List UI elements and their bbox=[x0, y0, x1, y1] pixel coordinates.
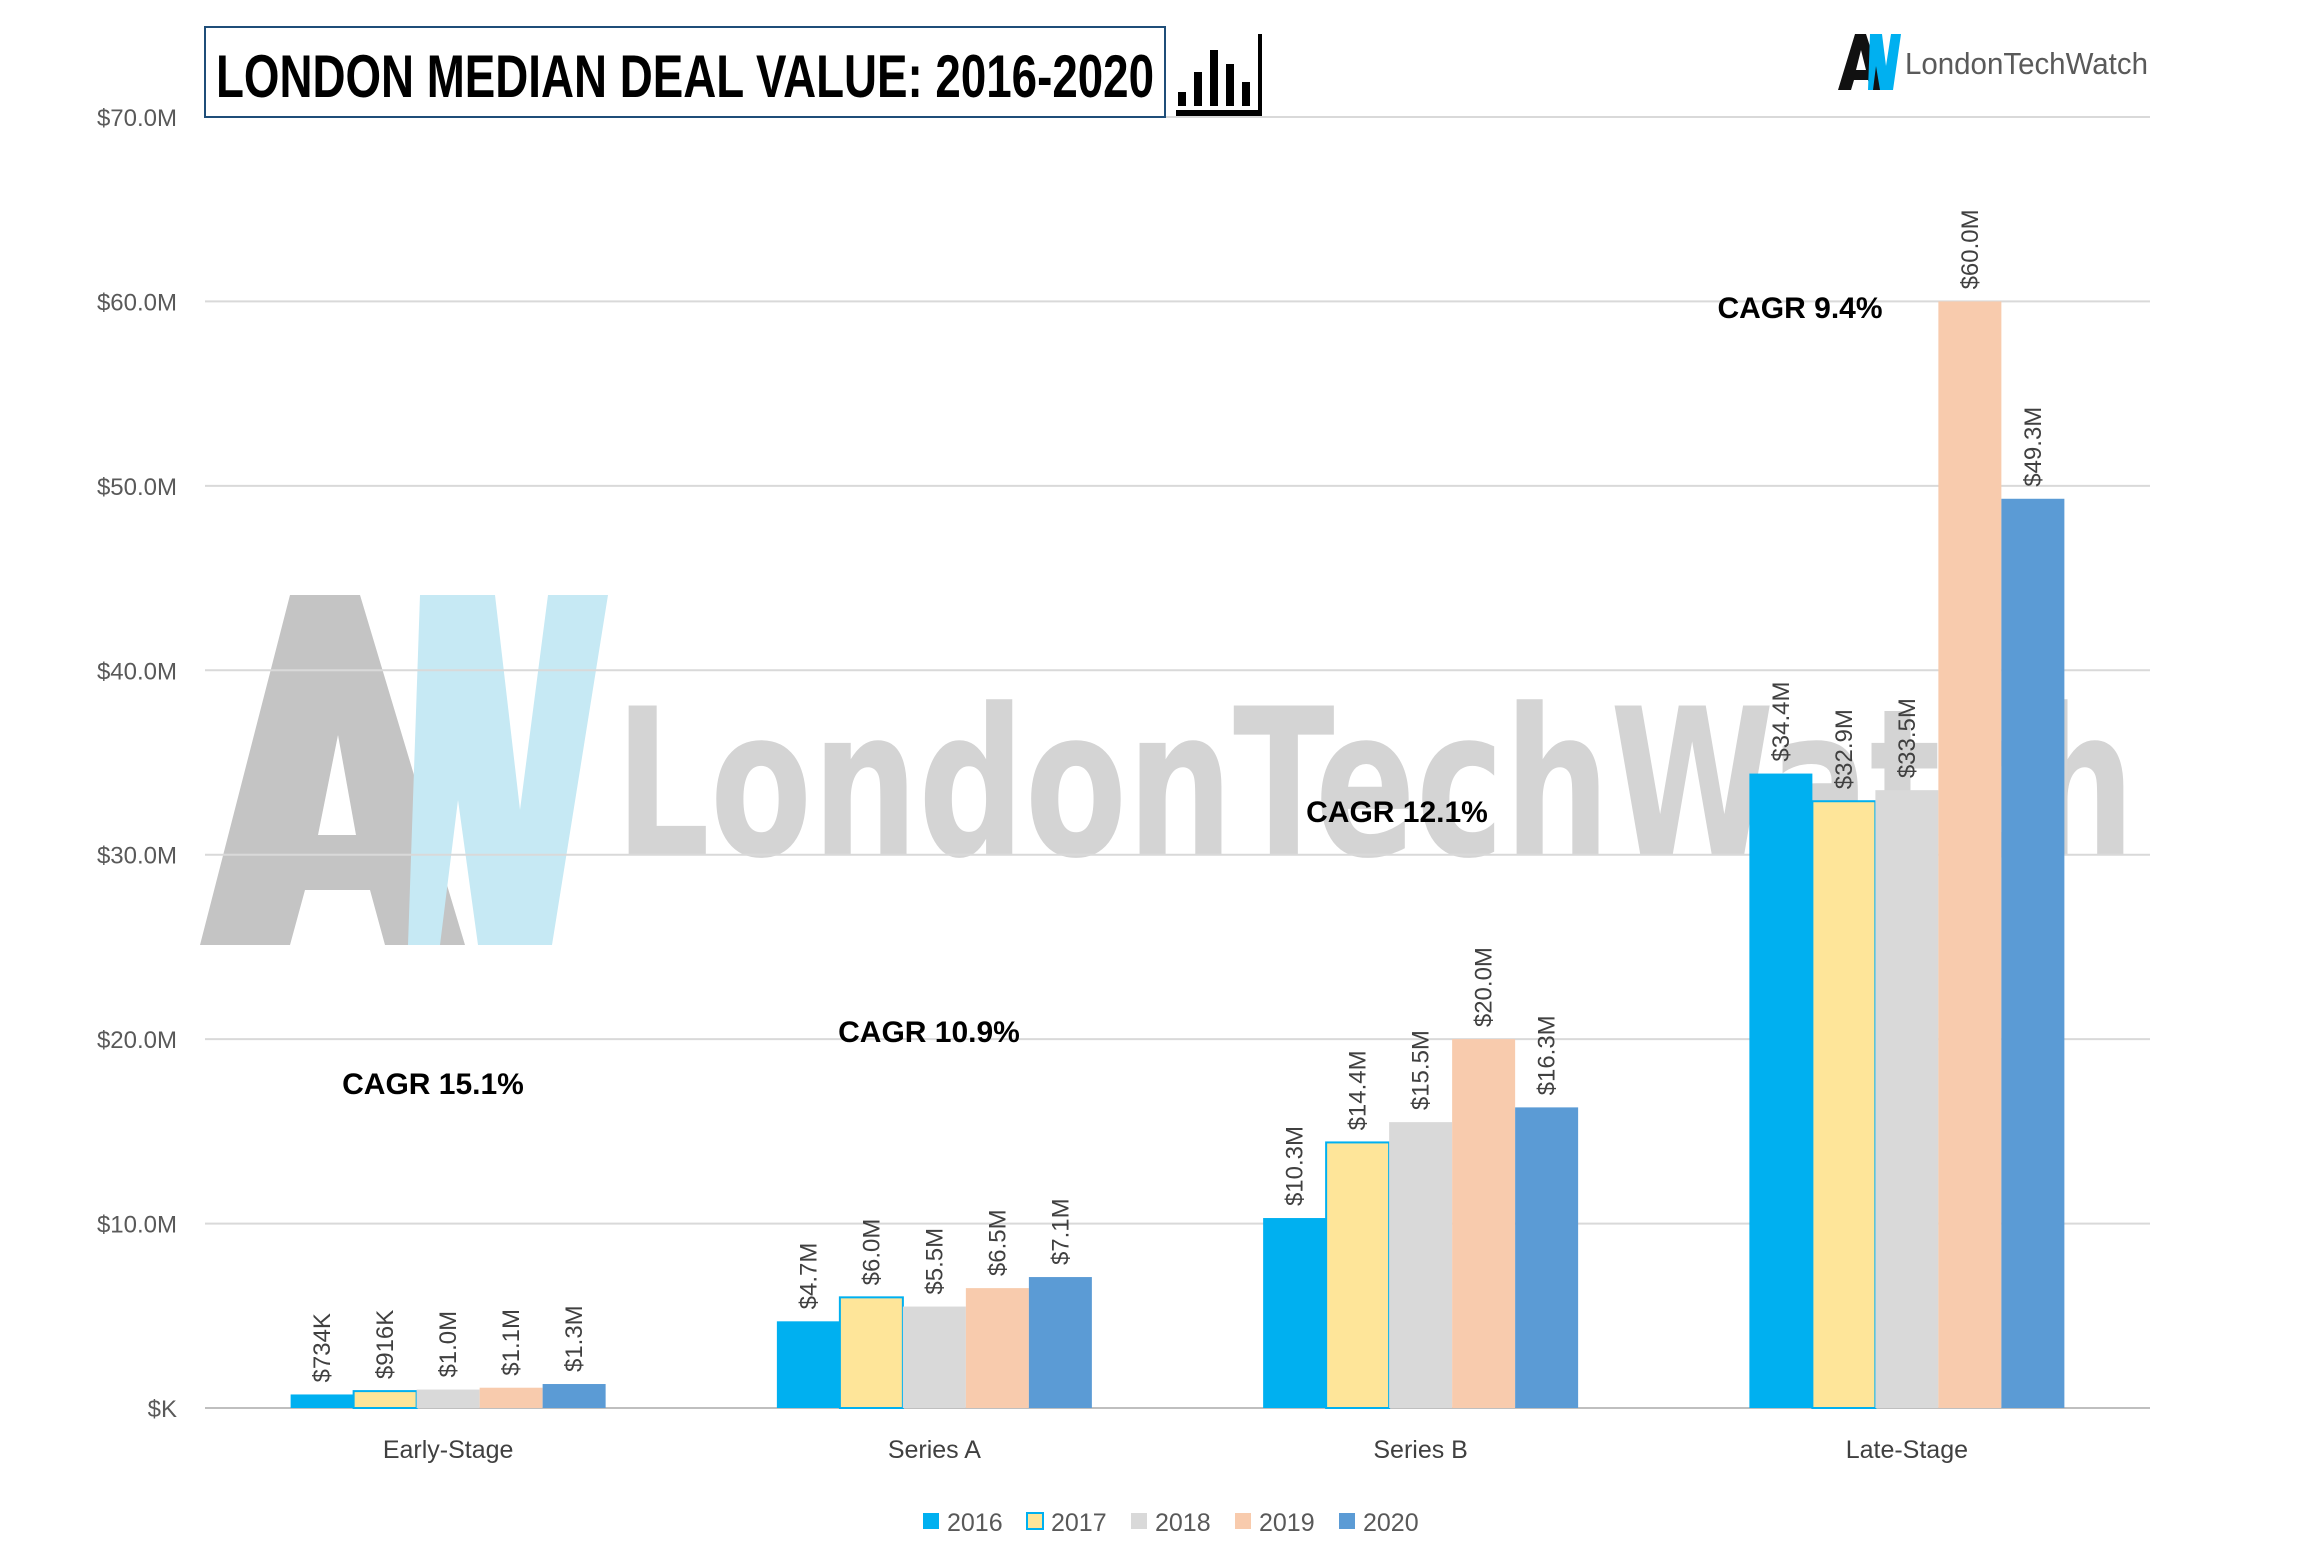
aw-logo-icon bbox=[1838, 34, 1901, 90]
y-tick-label: $50.0M bbox=[97, 474, 177, 501]
cagr-series-a: CAGR 10.9% bbox=[838, 1016, 1020, 1049]
y-axis-ticks: $K $10.0M $20.0M $30.0M $40.0M $50.0M $60.0M $7… bbox=[97, 105, 177, 1423]
bar-2018-series-b bbox=[1389, 1122, 1453, 1408]
bar-2017-series-b bbox=[1325, 1141, 1391, 1409]
bar-2016-series-a bbox=[776, 1321, 840, 1408]
chart-title: LONDON MEDIAN DEAL VALUE: 2016-2020 bbox=[216, 43, 1154, 110]
watermark-w-shape bbox=[408, 595, 608, 945]
data-label: $6.5M bbox=[984, 1209, 1011, 1276]
category-label: Late-Stage bbox=[1846, 1436, 1968, 1464]
bars bbox=[290, 301, 2065, 1410]
data-label: $1.0M bbox=[435, 1311, 462, 1378]
data-label: $33.5M bbox=[1894, 698, 1921, 778]
bar-2020-late-stage bbox=[2001, 498, 2065, 1408]
brand-name: LondonTechWatch bbox=[1905, 46, 2148, 81]
legend-label-2018: 2018 bbox=[1155, 1509, 1211, 1537]
data-label: $7.1M bbox=[1047, 1198, 1074, 1265]
data-label: $6.0M bbox=[858, 1219, 885, 1286]
bar-2017-late-stage bbox=[1811, 800, 1877, 1409]
data-label: $10.3M bbox=[1282, 1126, 1309, 1206]
bar-2016-series-b bbox=[1263, 1218, 1327, 1408]
data-label: $15.5M bbox=[1408, 1030, 1435, 1110]
bar-2019-late-stage bbox=[1938, 301, 2002, 1408]
watermark-a-counter bbox=[318, 735, 356, 835]
data-label: $32.9M bbox=[1831, 709, 1858, 789]
legend-label-2017: 2017 bbox=[1051, 1509, 1107, 1537]
title-block: LONDON MEDIAN DEAL VALUE: 2016-2020 bbox=[204, 26, 1262, 118]
cagr-series-b: CAGR 12.1% bbox=[1306, 796, 1488, 829]
title-box bbox=[204, 26, 1166, 118]
data-label: $1.1M bbox=[498, 1309, 525, 1376]
brand-logo: LondonTechWatch bbox=[1838, 34, 2148, 90]
data-label: $4.7M bbox=[795, 1243, 822, 1310]
bar-2020-series-b bbox=[1515, 1107, 1579, 1408]
bar-2019-early-stage bbox=[479, 1387, 543, 1408]
legend-label-2016: 2016 bbox=[947, 1509, 1003, 1537]
y-tick-label: $60.0M bbox=[97, 289, 177, 316]
bar-2020-series-a bbox=[1028, 1277, 1092, 1408]
data-label: $14.4M bbox=[1345, 1050, 1372, 1130]
data-label: $60.0M bbox=[1957, 209, 1984, 289]
legend: 2016 2017 2018 2019 2020 bbox=[923, 1509, 1419, 1537]
y-tick-label: $10.0M bbox=[97, 1212, 177, 1239]
bar-2016-early-stage bbox=[290, 1394, 354, 1408]
y-tick-label: $20.0M bbox=[97, 1027, 177, 1054]
data-label: $1.3M bbox=[561, 1305, 588, 1372]
y-tick-label: $30.0M bbox=[97, 843, 177, 870]
data-label: $34.4M bbox=[1768, 682, 1795, 762]
bar-2019-series-b bbox=[1452, 1039, 1516, 1408]
bar-2020-early-stage bbox=[542, 1384, 606, 1408]
data-label: $20.0M bbox=[1471, 947, 1498, 1027]
legend-swatch-2017 bbox=[1026, 1512, 1044, 1530]
data-label: $16.3M bbox=[1534, 1015, 1561, 1095]
bar-2018-early-stage bbox=[416, 1389, 480, 1408]
y-tick-label: $40.0M bbox=[97, 658, 177, 685]
bar-2018-late-stage bbox=[1875, 790, 1939, 1408]
category-labels: Early-Stage Series A Series B Late-Stage bbox=[383, 1436, 1968, 1464]
legend-swatch-2020 bbox=[1339, 1513, 1355, 1529]
category-label: Early-Stage bbox=[383, 1436, 514, 1464]
legend-swatch-2019 bbox=[1235, 1513, 1251, 1529]
legend-swatch-2018 bbox=[1131, 1513, 1147, 1529]
data-label: $916K bbox=[372, 1310, 399, 1379]
data-labels: $734K $916K $1.0M $1.1M $1.3M $4.7M $6.0M $5.5M… bbox=[309, 209, 2047, 1382]
data-label: $734K bbox=[309, 1313, 336, 1382]
y-tick-label: $K bbox=[148, 1396, 177, 1423]
cagr-early-stage: CAGR 15.1% bbox=[342, 1068, 524, 1101]
data-label: $49.3M bbox=[2020, 407, 2047, 487]
bar-2018-series-a bbox=[902, 1306, 966, 1408]
category-label: Series B bbox=[1373, 1436, 1467, 1464]
bar-2017-series-a bbox=[838, 1296, 904, 1410]
legend-label-2020: 2020 bbox=[1363, 1509, 1419, 1537]
bar-chart-icon bbox=[1176, 34, 1262, 116]
data-label: $5.5M bbox=[921, 1228, 948, 1295]
bar-2016-late-stage bbox=[1749, 773, 1813, 1408]
category-label: Series A bbox=[888, 1436, 981, 1464]
bar-2019-series-a bbox=[965, 1288, 1029, 1408]
cagr-late-stage: CAGR 9.4% bbox=[1717, 292, 1882, 325]
y-tick-label: $70.0M bbox=[97, 105, 177, 132]
legend-swatch-2016 bbox=[923, 1513, 939, 1529]
bar-2017-early-stage bbox=[352, 1390, 418, 1409]
legend-label-2019: 2019 bbox=[1259, 1509, 1315, 1537]
